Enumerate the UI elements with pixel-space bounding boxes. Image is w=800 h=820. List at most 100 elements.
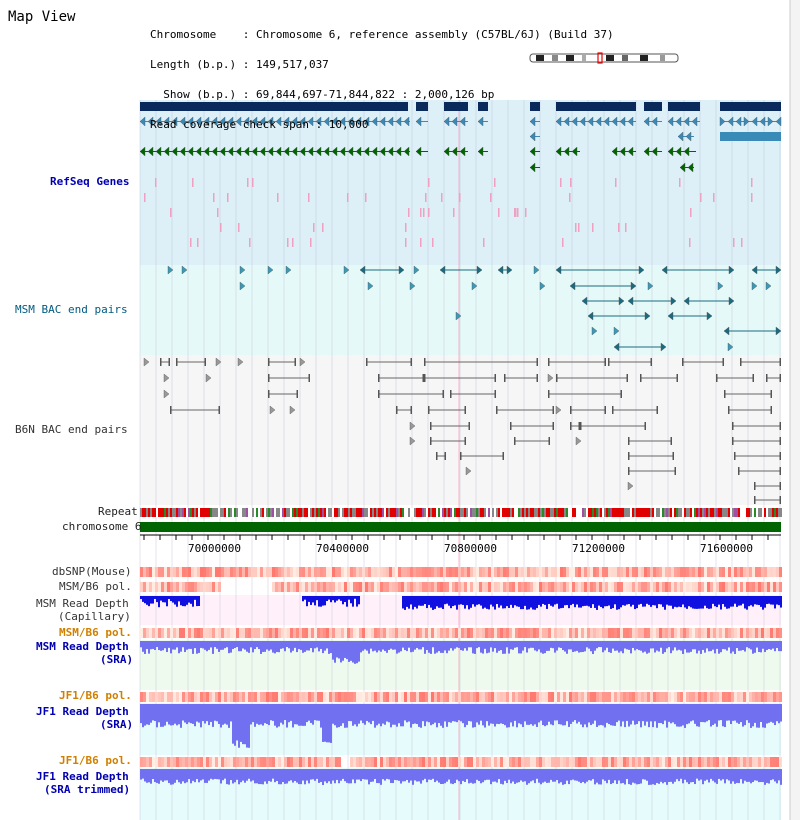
- pol-strip-mark: [521, 567, 524, 577]
- depth-bar: [172, 769, 174, 785]
- pol-strip-mark: [251, 692, 254, 702]
- track-label-dbsnp[interactable]: dbSNP(Mouse): [52, 565, 132, 578]
- depth-bar: [228, 641, 230, 654]
- depth-bar: [528, 704, 530, 725]
- ideogram-band: [660, 55, 665, 61]
- depth-bar: [372, 641, 374, 652]
- pol-strip-mark: [332, 582, 335, 592]
- pol-strip-mark: [338, 757, 341, 767]
- pol-strip-mark: [251, 757, 254, 767]
- depth-bar: [162, 596, 164, 603]
- depth-bar: [360, 641, 362, 653]
- gene-block: [444, 102, 468, 111]
- depth-bar: [302, 596, 304, 602]
- pol-strip-mark: [275, 628, 278, 638]
- feature-arrow: [529, 116, 536, 127]
- depth-bar: [702, 704, 704, 723]
- pol-strip-mark: [479, 628, 482, 638]
- pol-strip-mark: [230, 692, 233, 702]
- feature-arrow: [307, 146, 314, 157]
- depth-bar: [738, 769, 740, 784]
- depth-bar: [302, 641, 304, 653]
- track-label-chromosome[interactable]: chromosome 6: [62, 520, 142, 533]
- depth-bar: [678, 641, 680, 650]
- pol-strip-mark: [257, 628, 260, 638]
- track-label-jf1-depth-sra[interactable]: JF1 Read Depth: [36, 705, 129, 718]
- track-label-msm-b6-pol-2[interactable]: MSM/B6 pol.: [59, 626, 132, 639]
- bac-end: [740, 358, 742, 366]
- track-label-msm-depth-capillary[interactable]: MSM Read Depth: [36, 597, 129, 610]
- pol-strip-mark: [365, 757, 368, 767]
- depth-bar: [240, 769, 242, 783]
- depth-bar: [638, 704, 640, 722]
- depth-bar: [246, 641, 248, 652]
- depth-bar: [610, 641, 612, 653]
- repeat-mark: [572, 508, 574, 517]
- depth-bar: [594, 596, 596, 608]
- track-label-jf1-b6-pol-2[interactable]: JF1/B6 pol.: [59, 754, 132, 767]
- repeat-mark: [502, 508, 504, 517]
- pol-strip-mark: [635, 582, 638, 592]
- track-label-msm-b6-pol-1[interactable]: MSM/B6 pol.: [59, 580, 132, 593]
- depth-bar: [152, 704, 154, 721]
- pol-strip-mark: [254, 757, 257, 767]
- pol-strip-mark: [497, 567, 500, 577]
- pol-strip-mark: [416, 692, 419, 702]
- depth-bar: [498, 641, 500, 651]
- track-label-msm-depth-sra[interactable]: MSM Read Depth: [36, 640, 129, 653]
- pol-strip-mark: [461, 567, 464, 577]
- pol-strip-mark: [503, 628, 506, 638]
- pol-strip-mark: [212, 757, 215, 767]
- depth-bar: [712, 596, 714, 604]
- depth-bar: [430, 641, 432, 654]
- pol-strip-mark: [491, 567, 494, 577]
- depth-bar: [548, 769, 550, 783]
- track-label-msm-bac[interactable]: MSM BAC end pairs: [15, 303, 128, 316]
- pol-strip-mark: [338, 692, 341, 702]
- pol-strip-mark: [686, 582, 689, 592]
- track-label-repeat[interactable]: Repeat: [98, 505, 138, 518]
- depth-bar: [246, 704, 248, 748]
- pol-strip-mark: [539, 567, 542, 577]
- repeat-mark: [454, 508, 456, 517]
- pol-strip-mark: [641, 567, 644, 577]
- repeat-mark: [476, 508, 478, 517]
- repeat-mark: [178, 508, 180, 517]
- depth-bar: [266, 704, 268, 724]
- pol-strip-mark: [536, 582, 539, 592]
- depth-bar: [748, 704, 750, 723]
- track-label-refseq-genes[interactable]: RefSeq Genes: [50, 175, 130, 188]
- depth-bar: [634, 641, 636, 651]
- depth-bar: [408, 641, 410, 648]
- pol-strip-mark: [326, 567, 329, 577]
- pol-strip-mark: [767, 757, 770, 767]
- refseq-tick: [227, 193, 229, 202]
- pol-strip-mark: [752, 628, 755, 638]
- pol-strip-mark: [563, 692, 566, 702]
- depth-bar: [504, 641, 506, 654]
- pol-strip-mark: [647, 692, 650, 702]
- track-label-jf1-depth-trimmed[interactable]: JF1 Read Depth: [36, 770, 129, 783]
- pol-strip-mark: [701, 582, 704, 592]
- depth-bar: [524, 769, 526, 782]
- depth-bar: [744, 704, 746, 726]
- pol-strip-mark: [641, 757, 644, 767]
- pol-strip-mark: [353, 628, 356, 638]
- track-label-jf1-b6-pol-1[interactable]: JF1/B6 pol.: [59, 689, 132, 702]
- pol-strip-mark: [653, 567, 656, 577]
- pol-strip-mark: [482, 757, 485, 767]
- pol-strip-mark: [509, 582, 512, 592]
- pol-strip-mark: [440, 628, 443, 638]
- pol-strip-mark: [461, 692, 464, 702]
- track-label-b6n-bac[interactable]: B6N BAC end pairs: [15, 423, 128, 436]
- pol-strip-mark: [290, 567, 293, 577]
- pol-strip-mark: [443, 582, 446, 592]
- depth-bar: [616, 641, 618, 651]
- depth-bar: [660, 641, 662, 648]
- depth-bar: [644, 769, 646, 780]
- depth-bar: [500, 596, 502, 606]
- depth-bar: [548, 641, 550, 651]
- feature-arrow: [395, 146, 402, 157]
- pol-strip-mark: [638, 757, 641, 767]
